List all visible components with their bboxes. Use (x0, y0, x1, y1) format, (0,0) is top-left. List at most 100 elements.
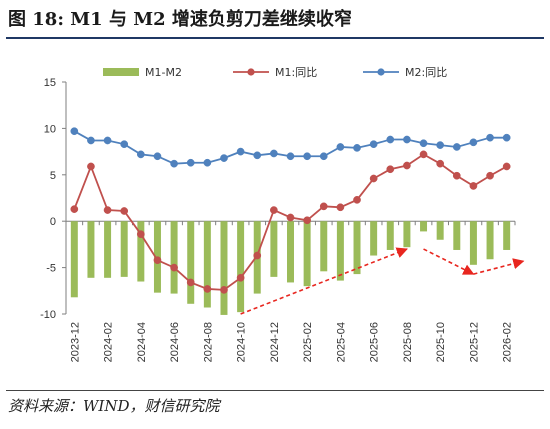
point-m2 (120, 140, 129, 149)
x-tick-label: 2025-02 (302, 322, 314, 362)
bar-series (70, 221, 511, 315)
y-tick-label: -10 (40, 309, 56, 321)
point-m2 (319, 152, 328, 161)
bar-m1-m2 (137, 221, 145, 282)
bar-m1-m2 (120, 221, 128, 277)
point-m2 (170, 159, 178, 168)
bar-m1-m2 (320, 221, 328, 272)
point-m1 (386, 165, 395, 174)
point-m1 (286, 213, 295, 222)
source-note: 资料来源：WIND，财信研究院 (8, 397, 220, 415)
x-tick-label: 2024-02 (103, 322, 115, 362)
bar-m1-m2 (203, 221, 211, 308)
point-m2 (136, 150, 145, 159)
legend-swatch-m1-m2 (103, 68, 139, 76)
y-tick-label: -5 (46, 263, 56, 275)
legend: M1-M2 M1:同比 M2:同比 (103, 66, 447, 79)
point-m1 (220, 286, 228, 294)
point-m2 (486, 133, 494, 142)
point-m2 (386, 135, 395, 144)
point-m1 (303, 216, 311, 225)
point-m2 (103, 136, 112, 145)
x-tick-label: 2025-10 (435, 322, 447, 362)
point-m2 (502, 133, 511, 142)
point-m1 (403, 161, 411, 170)
legend-label: M2:同比 (405, 66, 447, 79)
bar-m1-m2 (303, 221, 311, 287)
chart-canvas: M1-M2 M1:同比 M2:同比 -10 -5 0 5 10 15 2023-12 2024-0… (40, 66, 525, 362)
point-m1 (87, 162, 95, 171)
bar-m1-m2 (237, 221, 245, 313)
point-m1 (369, 174, 378, 183)
bar-m1-m2 (87, 221, 95, 278)
bar-m1-m2 (370, 221, 378, 256)
point-m2 (452, 143, 461, 151)
point-m2 (403, 135, 411, 144)
point-m1 (70, 205, 79, 213)
point-m1 (353, 196, 361, 204)
trend-arrow (473, 258, 525, 275)
point-m1 (336, 203, 345, 212)
point-m1 (103, 206, 112, 214)
x-tick-label: 2024-08 (202, 322, 214, 362)
bar-m1-m2 (420, 221, 428, 232)
point-m2 (253, 151, 262, 160)
x-tick-label: 2024-04 (136, 322, 148, 362)
x-tick-label: 2025-12 (468, 322, 480, 362)
bar-m1-m2 (353, 221, 361, 275)
bar-m1-m2 (453, 221, 461, 250)
point-m2 (436, 141, 445, 149)
point-m1 (120, 207, 129, 215)
point-m1 (170, 263, 178, 272)
annotations (240, 247, 525, 315)
point-m2 (220, 154, 228, 162)
point-m2 (203, 158, 212, 167)
point-m1 (319, 202, 328, 211)
point-m1 (136, 230, 145, 239)
bar-m1-m2 (287, 221, 294, 283)
source-divider (6, 390, 544, 391)
point-m2 (369, 140, 378, 149)
point-m2 (186, 158, 195, 167)
y-tick-label: 0 (50, 216, 56, 228)
bar-m1-m2 (220, 221, 228, 315)
y-tick-label: 15 (44, 77, 56, 89)
point-m2 (153, 152, 162, 161)
x-tick-label: 2025-04 (335, 322, 347, 362)
point-m2 (70, 127, 79, 136)
point-m1 (419, 150, 428, 159)
bar-m1-m2 (270, 221, 278, 277)
point-m1 (502, 162, 511, 171)
point-m2 (353, 144, 361, 152)
x-tick-label: 2024-12 (269, 322, 281, 362)
point-m2 (270, 149, 278, 158)
bar-m1-m2 (336, 221, 344, 281)
legend-marker-m1 (247, 68, 255, 76)
legend-marker-m2 (377, 68, 385, 76)
point-m2 (336, 143, 345, 151)
point-m1 (203, 285, 212, 293)
x-tick-label: 2024-10 (236, 322, 248, 362)
line-series (70, 127, 511, 294)
point-m1 (469, 182, 478, 190)
bar-m1-m2 (170, 221, 178, 294)
point-m2 (419, 139, 428, 148)
trend-arrow (240, 247, 408, 315)
trend-arrow (423, 248, 475, 275)
point-m2 (469, 138, 478, 147)
point-m1 (186, 278, 195, 287)
point-m1 (253, 251, 262, 260)
legend-label: M1:同比 (275, 66, 317, 79)
point-m1 (270, 206, 278, 214)
bar-m1-m2 (403, 221, 411, 248)
bar-m1-m2 (70, 221, 78, 298)
bar-m1-m2 (503, 221, 511, 250)
bar-m1-m2 (469, 221, 477, 265)
bar-m1-m2 (486, 221, 494, 260)
y-tick-label: 10 (44, 123, 56, 135)
title-divider (6, 37, 544, 39)
x-tick-label: 2024-06 (169, 322, 181, 362)
chart-title: 图 18: M1 与 M2 增速负剪刀差继续收窄 (8, 9, 352, 30)
y-tick-label: 5 (50, 170, 56, 182)
point-m1 (486, 171, 494, 180)
